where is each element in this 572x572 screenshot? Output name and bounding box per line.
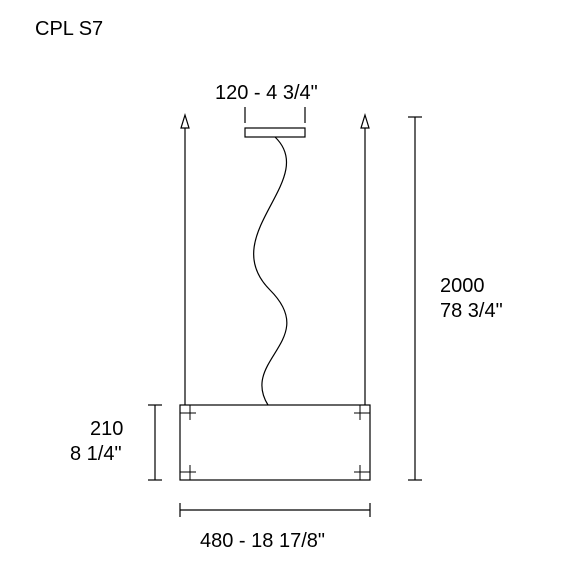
dim-lines-shade-height: [148, 405, 162, 480]
power-cord: [254, 137, 287, 405]
finial-left: [181, 115, 189, 128]
shade-body: [180, 405, 370, 480]
dim-lines-canopy: [245, 107, 305, 123]
product-diagram: [0, 0, 572, 572]
dim-lines-total-height: [408, 117, 422, 480]
shade-frame-ticks: [180, 405, 370, 480]
dim-lines-width: [180, 503, 370, 517]
finial-right: [361, 115, 369, 128]
canopy: [245, 128, 305, 137]
